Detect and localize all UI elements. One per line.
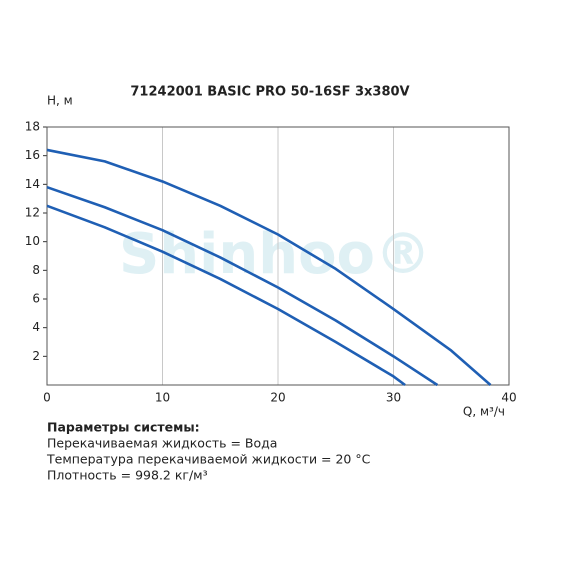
x-tick-label: 30: [386, 391, 401, 405]
param-line: Плотность = 998.2 кг/м³: [47, 468, 208, 483]
plot-frame: [46, 126, 510, 386]
y-tick-label: 2: [32, 349, 40, 363]
x-axis-label: Q, м³/ч: [463, 405, 505, 419]
y-tick-label: 10: [25, 234, 40, 248]
x-tick-label: 40: [501, 391, 516, 405]
y-tick-label: 14: [25, 177, 40, 191]
y-tick-label: 18: [25, 120, 40, 134]
x-tick-label: 10: [155, 391, 170, 405]
y-tick-label: 16: [25, 148, 40, 162]
params-heading: Параметры системы:: [47, 420, 200, 435]
pump-curve: [46, 148, 492, 386]
param-line: Перекачиваемая жидкость = Вода: [47, 436, 277, 451]
y-tick-label: 4: [32, 320, 40, 334]
y-tick-label: 8: [32, 263, 40, 277]
chart-title: 71242001 BASIC PRO 50-16SF 3x380V: [130, 85, 409, 100]
x-tick-label: 20: [270, 391, 285, 405]
y-tick-label: 6: [32, 292, 40, 306]
y-tick-label: 12: [25, 206, 40, 220]
y-axis-label: H, м: [47, 94, 73, 108]
pump-curve: [46, 185, 439, 387]
param-line: Температура перекачиваемой жидкости = 20…: [46, 452, 371, 467]
x-tick-label: 0: [43, 391, 51, 405]
pump-curve: [46, 204, 406, 387]
